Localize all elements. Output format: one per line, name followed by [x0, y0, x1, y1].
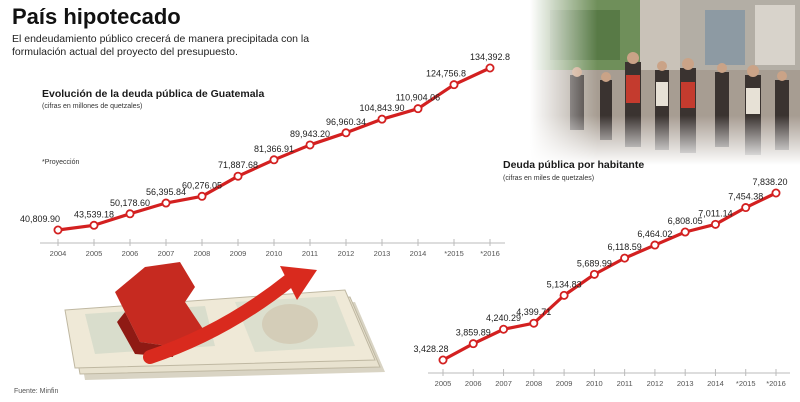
chart1-title: Evolución de la deuda pública de Guatema…: [42, 88, 265, 100]
chart2-data-label: 6,118.59: [607, 242, 641, 252]
chart1-data-label: 89,943.20: [290, 129, 330, 139]
chart2-point: [680, 227, 690, 237]
chart2-point: [710, 219, 720, 229]
chart2-tick-label: 2010: [586, 379, 603, 388]
chart2-tick-label: 2009: [556, 379, 573, 388]
chart1-point: [341, 128, 351, 138]
chart1-point: [413, 104, 423, 114]
chart2-point: [620, 253, 630, 263]
chart1-tick-label: *2015: [444, 249, 464, 258]
chart2-point: [468, 339, 478, 349]
chart1-tick-label: 2011: [302, 249, 318, 258]
chart1-point: [233, 171, 243, 181]
chart2-data-label: 6,808.05: [668, 216, 703, 226]
chart1-tick-label: 2009: [230, 249, 247, 258]
chart2-data-label: 7,011.14: [698, 208, 732, 218]
chart1-data-label: 104,843.90: [359, 103, 404, 113]
chart2-point: [650, 240, 660, 250]
chart1-subtitle: (cifras en millones de quetzales): [42, 103, 143, 110]
chart1-point: [161, 198, 171, 208]
chart1-data-label: 40,809.90: [20, 214, 60, 224]
chart1-point: [53, 225, 63, 235]
chart1-data-label: 134,392.8: [470, 52, 510, 62]
chart1-point: [89, 220, 99, 230]
chart1-point: [485, 63, 495, 73]
chart2-point: [529, 318, 539, 328]
chart2-data-label: 5,134.83: [547, 279, 582, 289]
chart1-point: [269, 155, 279, 165]
chart2-point: [499, 324, 509, 334]
chart1-point: [197, 191, 207, 201]
chart2-data-label: 3,428.28: [413, 344, 448, 354]
chart1-data-label: 60,276.05: [182, 180, 222, 190]
chart1-data-label: 56,395.84: [146, 187, 186, 197]
chart1-point: [125, 209, 135, 219]
chart2-data-label: 7,454.38: [728, 192, 763, 202]
chart1-data-label: 81,366.91: [254, 144, 294, 154]
chart1-data-label: 96,960.34: [326, 117, 366, 127]
chart1-tick-label: 2010: [266, 249, 283, 258]
page-subtitle: El endeudamiento público crecerá de mane…: [12, 33, 310, 58]
chart1-tick-label: 2008: [194, 249, 211, 258]
chart2-tick-label: *2015: [736, 379, 756, 388]
chart1-tick-label: *2016: [480, 249, 500, 258]
chart2-point: [771, 188, 781, 198]
chart2-point: [438, 355, 448, 365]
chart2-subtitle: (cifras en miles de quetzales): [503, 175, 595, 182]
street-crowd-photo: [530, 0, 800, 165]
chart2-tick-label: 2012: [647, 379, 664, 388]
chart1-data-label: 110,904.06: [396, 93, 440, 103]
chart2-tick-label: 2006: [465, 379, 482, 388]
chart1-point: [377, 114, 387, 124]
chart2-tick-label: 2008: [525, 379, 542, 388]
chart1-data-label: 71,887.68: [218, 160, 258, 170]
chart2-tick-label: *2016: [766, 379, 786, 388]
chart2-series-line: [442, 191, 777, 362]
chart2-point: [589, 269, 599, 279]
chart1-projection-note: *Proyección: [42, 159, 80, 166]
chart1-point: [305, 140, 315, 150]
chart2-tick-label: 2013: [677, 379, 694, 388]
chart1-tick-label: 2013: [374, 249, 391, 258]
chart2-tick-label: 2014: [707, 379, 724, 388]
chart2-tick-label: 2007: [495, 379, 512, 388]
chart1-data-label: 43,539.18: [74, 209, 114, 219]
chart2-data-label: 5,689.99: [577, 258, 612, 268]
chart1-point: [449, 80, 459, 90]
chart2-point: [741, 203, 751, 213]
chart2-data-label: 4,240.29: [486, 313, 521, 323]
chart2-point: [559, 290, 569, 300]
chart2-tick-label: 2011: [617, 379, 633, 388]
chart1-tick-label: 2012: [338, 249, 355, 258]
chart1-tick-label: 2004: [50, 249, 67, 258]
chart2-data-label: 6,464.02: [637, 229, 672, 239]
chart1-data-label: 50,178.60: [110, 198, 150, 208]
chart2-title: Deuda pública por habitante: [503, 159, 645, 171]
chart2-data-label: 4,399.71: [516, 307, 551, 317]
chart1-tick-label: 2005: [86, 249, 103, 258]
chart2-data-label: 3,859.89: [456, 328, 491, 338]
banknotes-map-illustration: [64, 262, 385, 380]
chart1-data-label: 124,756.8: [426, 69, 466, 79]
chart1-tick-label: 2014: [410, 249, 427, 258]
chart2-data-label: 7,838.20: [752, 177, 787, 187]
chart1-tick-label: 2007: [158, 249, 175, 258]
chart2-tick-label: 2005: [435, 379, 452, 388]
chart1-tick-label: 2006: [122, 249, 139, 258]
source-note: Fuente: Minfin: [14, 388, 59, 395]
page-title: País hipotecado: [12, 4, 181, 29]
